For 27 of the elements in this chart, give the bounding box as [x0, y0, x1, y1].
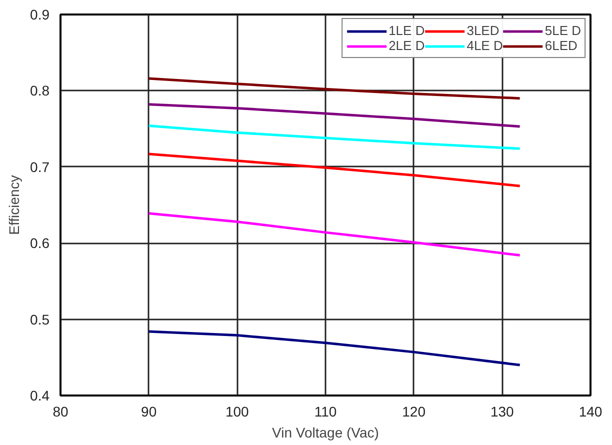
x-tick-label: 110 [314, 404, 337, 420]
y-tick-label: 0.7 [30, 158, 50, 175]
x-tick-label: 120 [402, 404, 426, 420]
line-series [148, 103, 522, 128]
line-series [148, 77, 522, 100]
line-series [148, 212, 522, 257]
line-series [148, 330, 522, 366]
x-tick-label: 90 [141, 404, 157, 420]
x-tick-label: 130 [490, 404, 514, 420]
y-tick-label: 0.8 [30, 82, 50, 99]
x-axis-title: Vin Voltage (Vac) [272, 424, 379, 440]
x-tick-label: 100 [225, 404, 250, 420]
legend-label: 2LE D [388, 38, 425, 53]
y-tick-label: 0.5 [30, 311, 50, 328]
legend-label: 1LE D [388, 23, 425, 38]
x-tick-label: 140 [578, 404, 602, 420]
legend-label: 4LE D [466, 38, 503, 53]
legend-label: 6LED [544, 38, 578, 53]
y-tick-label: 0.4 [30, 388, 50, 404]
line-series [148, 124, 522, 150]
line-series [148, 152, 522, 188]
legend-label: 5LE D [544, 23, 581, 38]
y-tick-label: 0.6 [30, 235, 50, 252]
legend-label: 3LED [466, 23, 500, 38]
y-tick-label: 0.9 [30, 6, 50, 22]
y-axis-title: Efficiency [6, 175, 22, 235]
x-tick-label: 80 [52, 404, 68, 420]
